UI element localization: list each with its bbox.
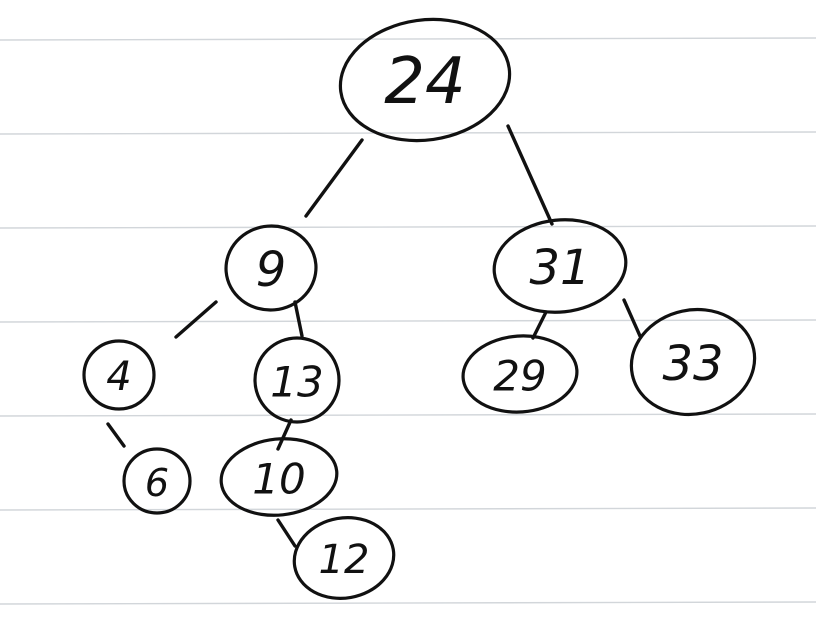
node-29: 29 xyxy=(461,334,579,414)
edge-n9-n13 xyxy=(293,300,304,338)
node-33: 33 xyxy=(629,307,757,417)
node-label: 4 xyxy=(106,354,131,400)
node-label: 9 xyxy=(256,242,287,298)
node-label: 31 xyxy=(529,240,590,296)
node-label: 13 xyxy=(270,358,323,407)
tree-nodes: 24 9 31 4 13 29 33 6 10 12 xyxy=(82,17,757,600)
node-circle xyxy=(122,447,192,515)
node-label: 6 xyxy=(145,461,169,505)
node-label: 10 xyxy=(252,455,305,504)
node-circle xyxy=(292,516,396,600)
node-31: 31 xyxy=(492,218,628,314)
node-circle xyxy=(338,17,512,143)
node-circle xyxy=(224,224,318,312)
edge-n31-n33 xyxy=(622,298,642,338)
node-12: 12 xyxy=(292,516,396,600)
node-9: 9 xyxy=(224,224,318,312)
node-circle xyxy=(461,334,579,414)
node-label: 24 xyxy=(384,45,465,119)
node-label: 33 xyxy=(662,336,723,392)
node-13: 13 xyxy=(253,336,341,424)
node-4: 4 xyxy=(82,339,156,411)
node-label: 29 xyxy=(493,352,546,401)
node-circle xyxy=(629,307,757,417)
edge-n4-n6 xyxy=(106,422,126,448)
node-24: 24 xyxy=(338,17,512,143)
edge-n9-n4 xyxy=(174,300,218,339)
node-10: 10 xyxy=(219,437,339,517)
node-6: 6 xyxy=(122,447,192,515)
node-circle xyxy=(253,336,341,424)
node-circle xyxy=(219,437,339,517)
node-circle xyxy=(82,339,156,411)
edge-n24-n9 xyxy=(304,138,364,218)
edge-n10-n12 xyxy=(276,518,297,548)
edge-n24-n31 xyxy=(506,124,554,226)
tree-edges xyxy=(106,124,642,548)
edge-n13-n10 xyxy=(276,418,293,451)
node-circle xyxy=(492,218,628,314)
node-label: 12 xyxy=(319,537,370,583)
edge-n31-n29 xyxy=(531,310,548,340)
